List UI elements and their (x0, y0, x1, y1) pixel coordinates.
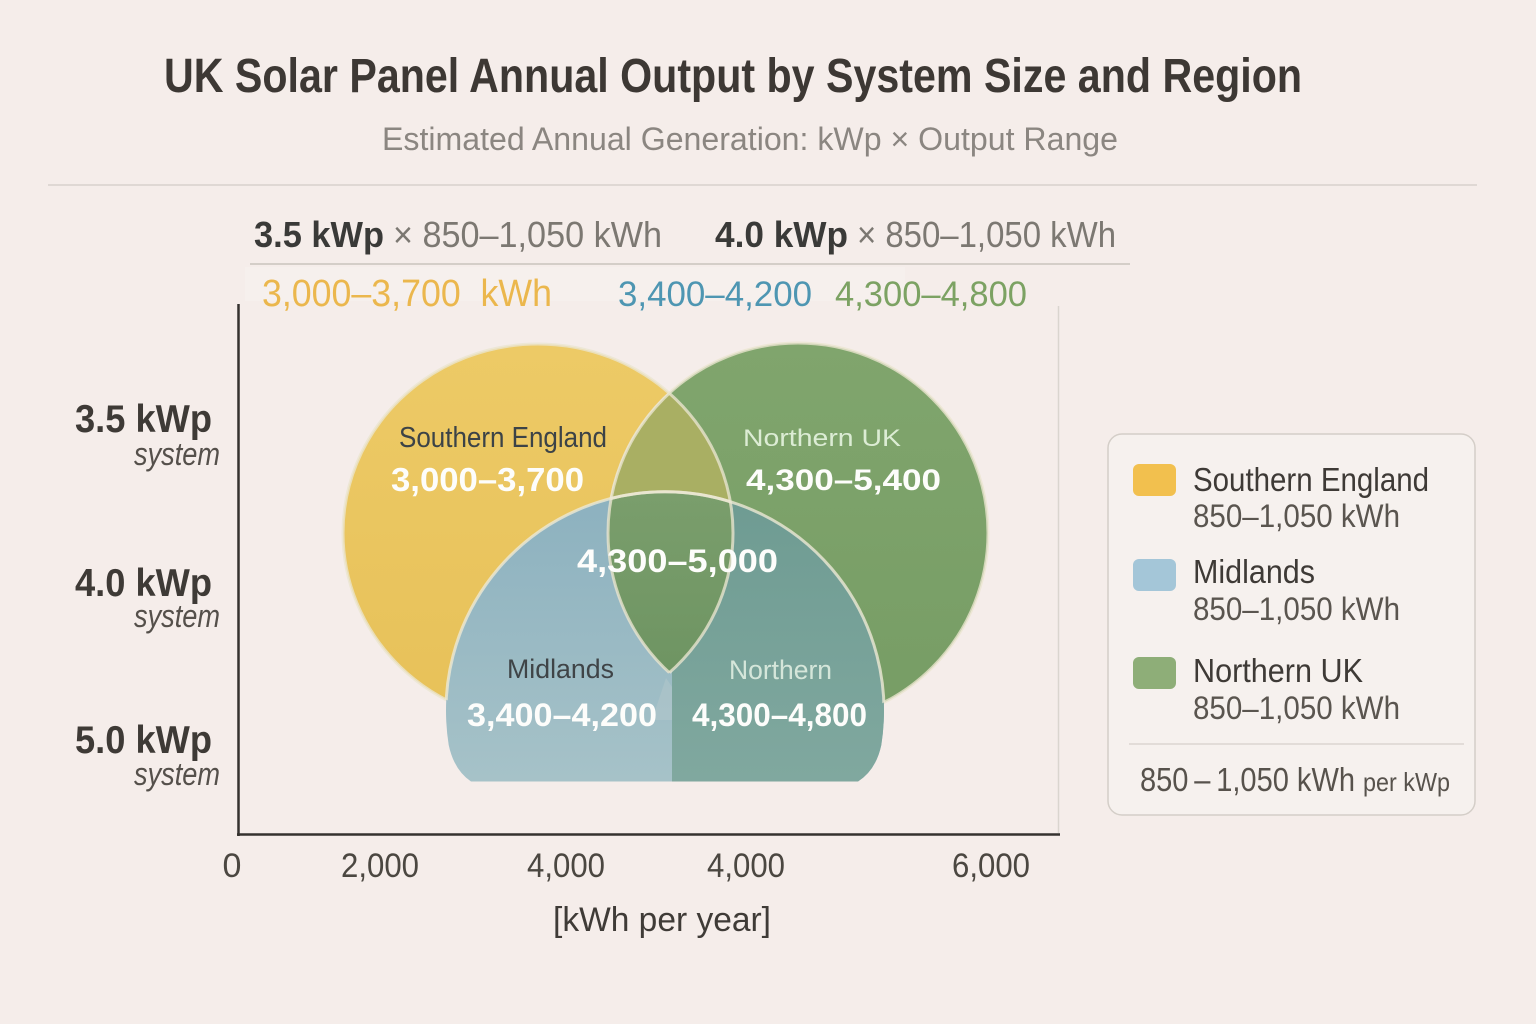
svg-text:850–1,050 kWh: 850–1,050 kWh (1193, 690, 1400, 726)
svg-text:system: system (134, 436, 220, 472)
svg-text:UK Solar Panel Annual Output b: UK Solar Panel Annual Output by System S… (164, 50, 1302, 103)
svg-text:3,400–4,200: 3,400–4,200 (467, 697, 657, 733)
svg-text:Northern: Northern (729, 655, 832, 685)
svg-text:6,000: 6,000 (952, 847, 1030, 885)
svg-text:Midlands: Midlands (507, 654, 614, 684)
svg-text:Southern England: Southern England (399, 422, 607, 454)
svg-text:4,300–5,000: 4,300–5,000 (577, 543, 778, 579)
svg-text:4.0 kWp: 4.0 kWp (715, 214, 848, 255)
svg-text:3.5 kWp: 3.5 kWp (75, 398, 212, 441)
svg-text:4,300–4,800: 4,300–4,800 (835, 274, 1027, 314)
svg-text:4,000: 4,000 (527, 847, 605, 885)
svg-text:4,300–4,800: 4,300–4,800 (692, 697, 867, 733)
svg-text:system: system (134, 598, 220, 634)
svg-text:Northern UK: Northern UK (1193, 652, 1363, 689)
svg-text:[kWh per year]: [kWh per year] (553, 901, 771, 939)
svg-text:Midlands: Midlands (1193, 553, 1315, 590)
svg-text:4.0 kWp: 4.0 kWp (75, 562, 212, 605)
svg-text:5.0 kWp: 5.0 kWp (75, 719, 212, 762)
svg-text:850 – 1,050 kWh: 850 – 1,050 kWh (1140, 761, 1355, 798)
svg-text:system: system (134, 756, 220, 792)
svg-text:per kWp: per kWp (1363, 767, 1450, 797)
svg-text:3,000–3,700: 3,000–3,700 (391, 461, 584, 498)
svg-text:Northern UK: Northern UK (743, 425, 902, 452)
svg-text:4,300–5,400: 4,300–5,400 (746, 464, 941, 497)
svg-text:× 850–1,050 kWh: × 850–1,050 kWh (393, 214, 662, 255)
svg-text:3,000–3,700 kWh: 3,000–3,700 kWh (262, 273, 552, 315)
svg-text:Estimated Annual Generation: k: Estimated Annual Generation: kWp × Outpu… (382, 121, 1118, 157)
svg-text:× 850–1,050 kWh: × 850–1,050 kWh (857, 214, 1116, 255)
svg-text:2,000: 2,000 (341, 847, 419, 885)
svg-text:850–1,050 kWh: 850–1,050 kWh (1193, 498, 1400, 534)
svg-text:0: 0 (223, 847, 242, 885)
svg-text:4,000: 4,000 (707, 847, 785, 885)
svg-text:Southern England: Southern England (1193, 461, 1429, 498)
svg-text:850–1,050 kWh: 850–1,050 kWh (1193, 591, 1400, 627)
svg-text:3,400–4,200: 3,400–4,200 (618, 274, 812, 314)
svg-text:3.5 kWp: 3.5 kWp (254, 214, 384, 255)
